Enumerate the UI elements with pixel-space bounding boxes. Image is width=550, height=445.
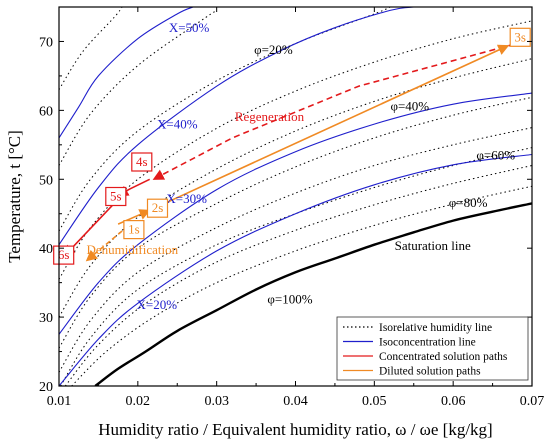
isoconcentration-line <box>59 153 532 386</box>
legend-label: Diluted solution paths <box>379 366 481 378</box>
x-tick-label: 0.07 <box>520 394 545 409</box>
plot-curves <box>59 7 532 386</box>
process-paths <box>63 40 525 262</box>
legend: Isorelative humidity line Isoconcentratio… <box>336 316 529 381</box>
annotation-label: φ=100% <box>267 292 312 307</box>
y-tick-label: 60 <box>39 104 53 119</box>
y-tick-label: 40 <box>39 242 53 257</box>
annotation-label: Saturation line <box>395 238 471 253</box>
isorelative-humidity-line <box>59 7 123 90</box>
state-point-box <box>509 27 531 47</box>
y-axis-title: Temperature, t [°C] <box>5 130 24 263</box>
x-tick-label: 0.02 <box>126 394 151 409</box>
isorelative-humidity-line <box>59 7 391 232</box>
saturation-line <box>94 202 532 386</box>
annotation-label: φ=40% <box>390 99 429 114</box>
annotation-label: φ=20% <box>254 42 293 57</box>
isorelative-humidity-line <box>59 58 532 318</box>
x-tick-label: 0.05 <box>362 394 387 409</box>
isorelative-humidity-line <box>64 165 532 386</box>
state-point-label: 3s <box>514 29 526 44</box>
y-tick-label: 30 <box>39 311 53 326</box>
chart-annotations: X=50% X=40% X=30% X=20% φ=20% φ=40% φ=60% φ=80%… <box>86 20 515 312</box>
legend-label: Isorelative humidity line <box>379 322 492 334</box>
legend-box <box>336 316 529 381</box>
isorelative-humidity-line <box>60 147 532 386</box>
isorelative-humidity-line <box>59 96 532 349</box>
annotation-label: X=50% <box>169 20 210 35</box>
x-tick-label: 0.06 <box>441 394 466 409</box>
annotation-label: X=20% <box>137 297 178 312</box>
x-tick-label: 0.04 <box>283 394 308 409</box>
annotation-label: φ=60% <box>476 147 515 162</box>
x-tick-label: 0.01 <box>47 394 72 409</box>
state-point-label: 1s <box>128 222 140 237</box>
y-tick-label: 50 <box>39 173 53 188</box>
state-point-box <box>131 152 153 172</box>
annotation-label: Dehumidification <box>86 242 178 257</box>
isorelative-humidity-line <box>59 20 532 280</box>
state-point-label: 5s <box>110 188 122 203</box>
state-points: 1s 2s 3s 4s 5s 6s <box>53 27 531 265</box>
diluted-solution-path <box>149 44 510 212</box>
x-tick-label: 0.03 <box>204 394 229 409</box>
isoconcentration-line <box>59 7 194 139</box>
annotation-label: φ=80% <box>449 195 488 210</box>
axes: 0.01 0.02 0.03 0.04 0.05 0.06 0.07 20 30 40 50 60 70 <box>39 7 544 409</box>
annotation-label: Regeneration <box>235 109 305 124</box>
y-tick-label: 70 <box>39 36 53 51</box>
state-point-box <box>105 186 127 207</box>
state-point-label: 4s <box>136 154 148 169</box>
isoconcentration-line <box>59 92 532 335</box>
annotation-label: X=40% <box>157 116 198 131</box>
x-axis-title: Humidity ratio / Equivalent humidity rat… <box>98 420 492 439</box>
y-tick-label: 20 <box>39 380 53 395</box>
state-point-label: 6s <box>58 247 70 262</box>
legend-label: Isoconcentration line <box>379 337 476 349</box>
legend-label: Concentrated solution paths <box>379 351 508 363</box>
isorelative-humidity-line <box>59 127 532 373</box>
isoconcentration-line <box>59 7 414 246</box>
concentrated-solution-path <box>152 40 525 181</box>
state-point-box <box>123 220 145 240</box>
annotation-label: X=30% <box>166 191 207 206</box>
state-point-label: 2s <box>152 200 164 215</box>
state-point-box <box>146 198 169 218</box>
